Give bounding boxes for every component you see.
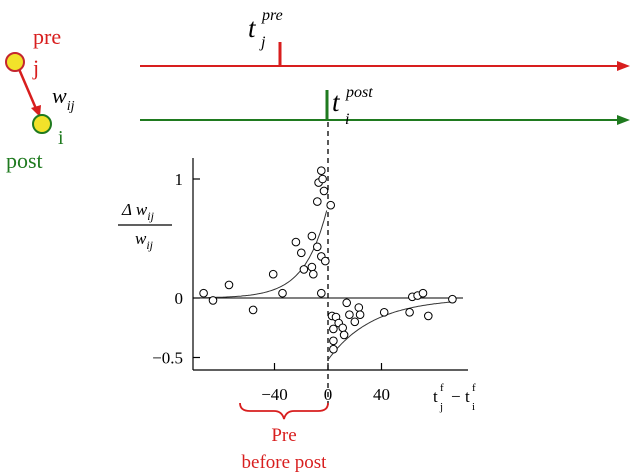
data-point: [313, 197, 322, 206]
data-point: [299, 265, 309, 274]
data-point: [405, 308, 414, 317]
y-axis-label: Δ wij wij: [118, 200, 172, 252]
data-point: [278, 288, 287, 298]
data-point: [318, 174, 327, 184]
data-point: [418, 288, 428, 298]
x-axis-label: t f j − t f i: [433, 378, 480, 414]
pre-neuron-index: j: [32, 55, 39, 80]
data-point: [329, 344, 338, 354]
data-point: [355, 310, 365, 320]
data-point: [208, 296, 218, 305]
data-point: [307, 231, 317, 241]
y-label-denominator: wij: [135, 229, 154, 252]
y-tick-label: 0: [175, 289, 184, 308]
data-point: [317, 288, 326, 298]
data-point: [291, 237, 301, 247]
x-tick-label: −40: [261, 385, 288, 404]
pre-time-arrowhead-icon: [617, 61, 630, 71]
pre-neuron-label: pre: [33, 24, 61, 49]
data-point: [317, 166, 326, 175]
data-point: [309, 269, 318, 279]
y-tick-label: 1: [175, 170, 184, 189]
fit-curve-positive-dt: [328, 301, 456, 360]
post-spike-time-label: t post i: [332, 84, 377, 128]
y-tick-label: −0.5: [152, 349, 183, 368]
pre-neuron: [5, 52, 25, 72]
post-neuron-index: i: [58, 127, 64, 149]
x-tick-label: 0: [324, 385, 333, 404]
data-point: [448, 294, 457, 304]
y-label-numerator: Δ wij: [121, 200, 155, 223]
synapse-arrowhead-icon: [31, 105, 41, 117]
data-point: [321, 256, 330, 266]
data-point: [199, 288, 208, 298]
data-point: [350, 317, 360, 327]
stdp-plot: 1 0 −0.5 −40 0 40 Δ wij wij t f j − t f i: [118, 158, 480, 414]
fit-curve-negative-dt: [199, 210, 328, 299]
weight-label: wij: [52, 83, 75, 114]
data-point: [326, 200, 336, 210]
post-spike-train: t post i: [140, 84, 630, 128]
pre-spike-train: t pre j: [140, 7, 630, 71]
curly-brace: [239, 402, 329, 420]
post-neuron-label: post: [6, 148, 43, 173]
pre-before-post-annotation: Pre before post: [239, 402, 329, 473]
data-points: [199, 166, 457, 354]
post-neuron: [32, 114, 52, 134]
pre-spike-time-label: t pre j: [248, 7, 287, 51]
x-ticks: −40 0 40: [261, 363, 390, 404]
y-ticks: 1 0 −0.5: [152, 170, 200, 368]
data-point: [424, 311, 433, 321]
data-point: [354, 303, 364, 312]
data-point: [338, 323, 348, 333]
data-point: [224, 280, 234, 290]
data-point: [379, 308, 389, 317]
data-point: [319, 186, 329, 196]
data-point: [342, 298, 352, 308]
synapse-connection: [17, 68, 39, 112]
data-point: [268, 269, 278, 279]
data-point: [329, 324, 338, 334]
data-point: [329, 336, 338, 346]
annotation-line2: before post: [242, 452, 328, 473]
data-point: [248, 305, 258, 315]
post-time-arrowhead-icon: [617, 115, 630, 125]
x-tick-label: 40: [373, 385, 390, 404]
neuron-schematic: pre j wij i post: [5, 24, 75, 173]
data-point: [313, 242, 322, 252]
data-point: [339, 330, 349, 340]
data-point: [307, 262, 317, 272]
data-point: [297, 248, 306, 258]
data-point: [345, 310, 354, 320]
annotation-line1: Pre: [271, 425, 296, 446]
